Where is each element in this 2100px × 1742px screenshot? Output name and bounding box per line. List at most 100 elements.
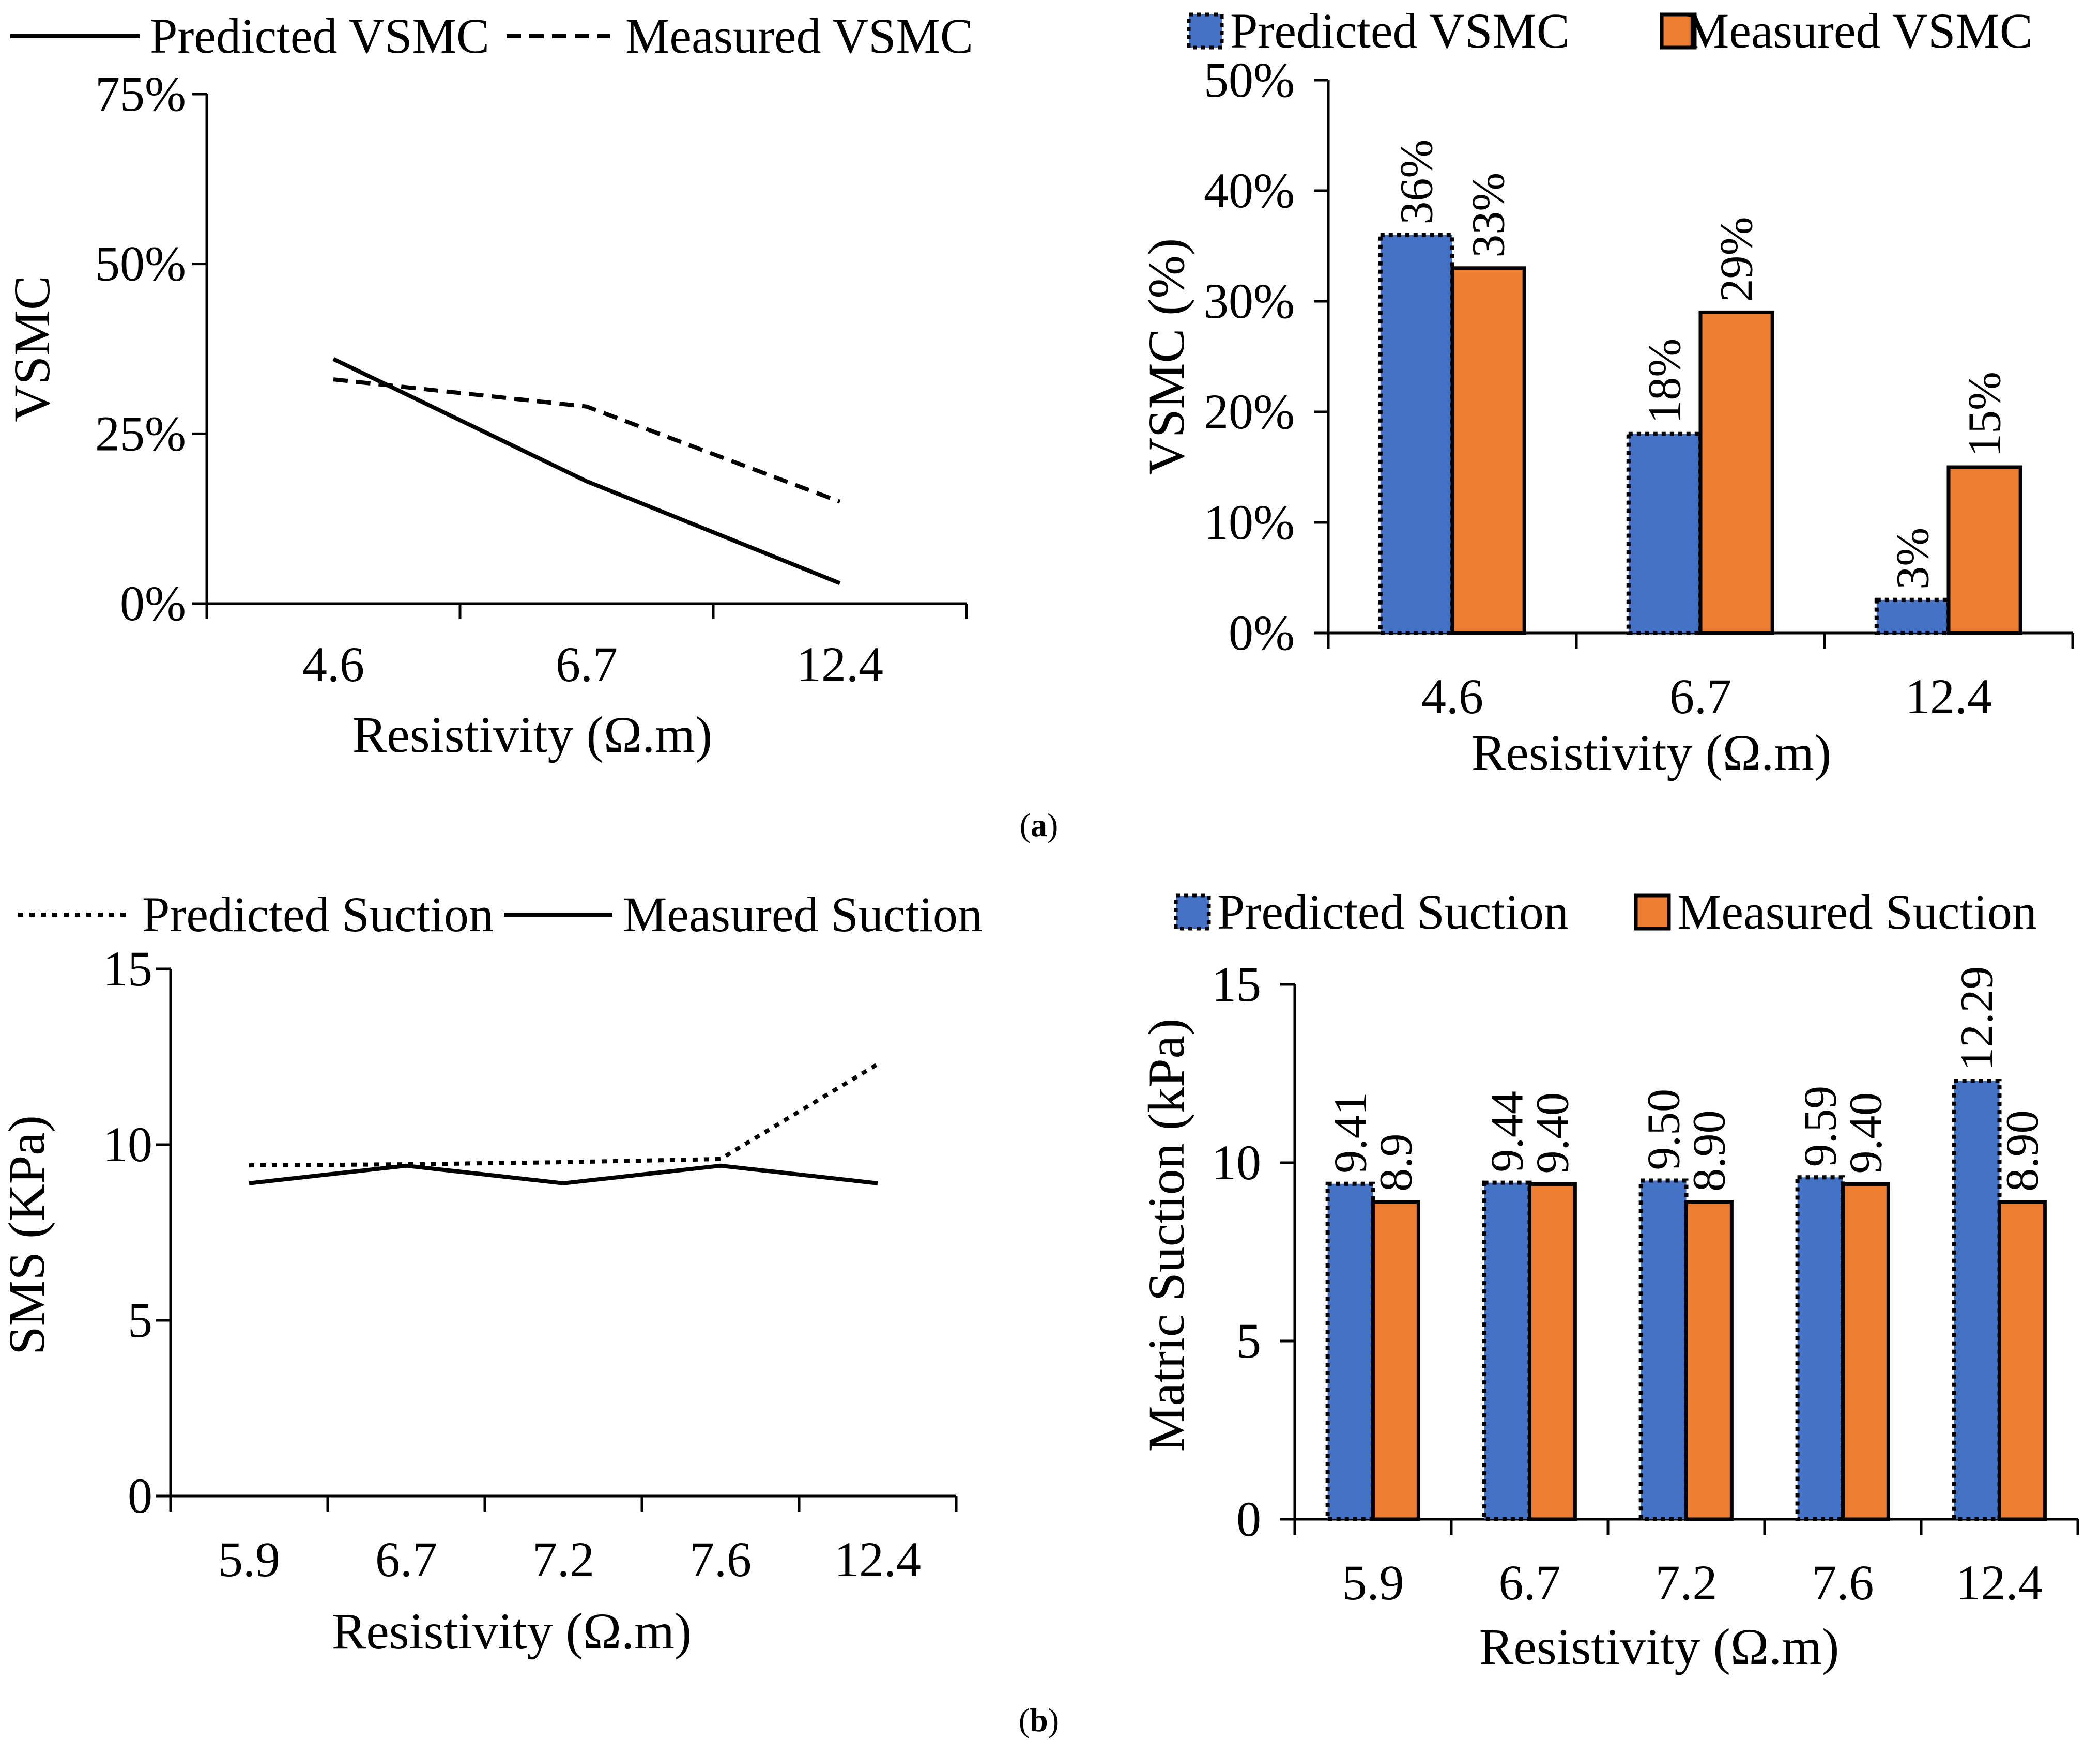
bar-predicted [1795,1175,1845,1522]
data-label: 15% [1959,372,2011,457]
bar-predicted [1378,233,1455,636]
data-label: 9.40 [1527,1092,1578,1174]
x-tick-label: 5.9 [1342,1555,1404,1610]
bar-measured [1450,266,1526,635]
data-label: 18% [1639,338,1690,424]
data-label: 9.41 [1325,1092,1376,1174]
series-line-predicted [332,357,841,585]
bar-predicted [1952,1078,2002,1521]
y-tick-label: 75% [95,66,186,121]
x-tick-label: 5.9 [218,1532,280,1587]
legend-swatch-measured [1660,12,1697,50]
y-tick-label: 0 [128,1468,152,1523]
y-tick-label: 10 [103,1117,152,1172]
x-tick-label: 7.2 [532,1532,594,1587]
data-label: 9.59 [1795,1086,1846,1167]
data-label: 9.50 [1638,1089,1690,1170]
chart-b-line: 0 5 10 15 5.9 6.7 7.2 7.6 12.4 Resistivity (Ω.m) S… [0,887,983,1660]
y-tick-label: 15 [1212,957,1261,1012]
data-label: 33% [1463,173,1514,258]
chart-a-line: 0% 25% 50% 75% 4.6 6.7 12.4 Resistivity (Ω.m) VS… [3,8,973,763]
chart-b-bar: 0 5 10 15 5.9 6.7 7.2 7.6 12.4 Resistivity (Ω.m) M… [1138,884,2079,1675]
y-axis-title: VSMC (%) [1138,238,1195,475]
legend-label: Measured Suction [1677,884,2037,939]
data-point [877,1063,878,1065]
y-axis-title: SMS (KPa) [0,1115,55,1355]
bar-predicted [1874,597,1951,636]
data-label: 36% [1391,140,1442,225]
y-tick-label: 5 [128,1292,152,1348]
x-tick-label: 4.6 [1421,669,1483,724]
x-tick-label: 6.7 [375,1532,437,1587]
x-tick-label: 4.6 [302,637,364,692]
legend-swatch-measured [1634,893,1671,931]
bar-measured [1698,310,1774,635]
bar-measured [1998,1200,2047,1521]
x-tick-label: 6.7 [1499,1555,1561,1610]
y-tick-label: 40% [1204,163,1295,218]
panel-label-a-letter: a [1031,807,1047,843]
x-tick-label: 12.4 [1956,1555,2043,1610]
legend-label: Predicted VSMC [150,8,489,64]
bar-predicted [1325,1181,1375,1521]
series-line-measured [249,1163,878,1185]
y-tick-label: 10 [1212,1135,1261,1190]
chart-a-bar: 0% 10% 20% 30% 40% 50% 4.6 6.7 12.4 Resistivity (… [1138,3,2074,781]
y-tick-label: 25% [95,406,186,461]
y-tick-label: 20% [1204,384,1295,439]
data-label: 3% [1887,528,1938,590]
bar-measured [1528,1182,1577,1521]
y-tick-label: 0% [120,576,186,631]
series-line-measured [333,377,841,504]
y-tick-label: 10% [1204,495,1295,550]
y-tick-label: 0% [1229,605,1295,660]
legend-label: Predicted VSMC [1230,3,1570,58]
panel-label-a: (a) [1020,807,1059,843]
panel-label-b-letter: b [1030,1702,1048,1738]
data-label: 8.9 [1370,1133,1421,1192]
y-axis-title: Matric Suction (kPa) [1138,1019,1195,1452]
y-tick-label: 30% [1204,273,1295,329]
data-point [563,1162,564,1163]
bar-predicted [1482,1180,1532,1521]
data-label: 8.90 [1683,1110,1735,1192]
y-tick-label: 50% [1204,52,1295,107]
x-tick-label: 7.2 [1656,1555,1718,1610]
bar-measured [1371,1200,1420,1521]
bar-measured [1841,1182,1890,1521]
x-tick-label: 6.7 [1669,669,1731,724]
panel-label-b: (b) [1019,1702,1059,1738]
y-tick-label: 15 [103,941,152,996]
data-label: 9.40 [1840,1092,1891,1174]
bar-predicted [1626,431,1703,635]
y-tick-label: 0 [1236,1491,1261,1547]
series-line-predicted [249,1062,879,1168]
x-tick-label: 7.6 [1812,1555,1874,1610]
x-axis-title: Resistivity (Ω.m) [352,706,713,763]
x-tick-label: 12.4 [796,637,883,692]
x-axis-title: Resistivity (Ω.m) [1479,1618,1840,1675]
data-label: 12.29 [1952,966,2003,1071]
data-label: 9.44 [1482,1091,1533,1173]
data-label: 8.90 [1997,1110,2048,1192]
data-label: 29% [1711,217,1762,302]
x-tick-label: 12.4 [834,1532,921,1587]
legend-label: Measured VSMC [625,8,973,64]
x-axis-title: Resistivity (Ω.m) [332,1602,692,1660]
legend-label: Measured Suction [623,887,983,942]
x-tick-label: 6.7 [556,637,618,692]
x-tick-label: 7.6 [689,1532,752,1587]
y-tick-label: 5 [1236,1313,1261,1368]
legend-swatch-predicted [1187,12,1224,50]
x-axis-title: Resistivity (Ω.m) [1471,724,1832,781]
bar-measured [1684,1200,1734,1521]
bar-measured [1946,465,2022,635]
y-axis-title: VSMC [3,275,60,422]
legend-label: Measured VSMC [1685,3,2033,58]
x-tick-label: 12.4 [1905,669,1992,724]
legend-label: Predicted Suction [1217,884,1569,939]
legend-swatch-predicted [1174,893,1211,931]
y-tick-label: 50% [95,236,186,291]
legend-label: Predicted Suction [142,887,494,942]
